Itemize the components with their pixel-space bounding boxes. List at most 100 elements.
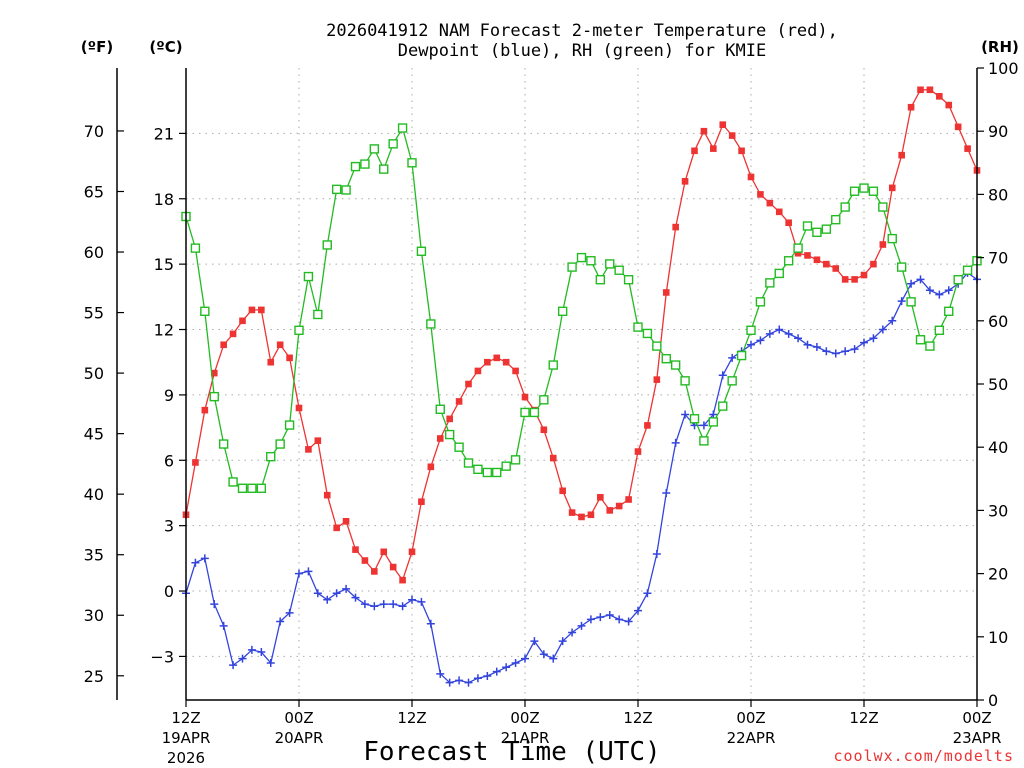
temperature-point — [719, 121, 727, 128]
celsius-tick-label: 6 — [164, 451, 174, 470]
rh-point — [388, 139, 398, 149]
dewpoint-point — [351, 593, 360, 602]
dewpoint-point — [634, 606, 642, 615]
temperature-point — [286, 354, 293, 362]
dewpoint-point — [831, 349, 840, 358]
dewpoint-point — [389, 600, 398, 609]
rh-point — [576, 252, 587, 263]
temperature-point — [352, 546, 359, 553]
dewpoint-point — [408, 595, 416, 604]
temperature-point — [248, 306, 256, 314]
time-tick-hour: 12Z — [397, 709, 426, 727]
temperature-point — [239, 317, 246, 325]
dewpoint-point — [257, 648, 266, 657]
dewpoint-point — [624, 617, 633, 626]
dewpoint-point — [681, 410, 690, 419]
temperature-point — [662, 289, 670, 296]
dewpoint-point — [944, 286, 953, 295]
rh-point — [718, 401, 728, 411]
temperature-point — [794, 249, 802, 257]
dewpoint-point — [558, 637, 567, 646]
rh-point — [736, 350, 747, 361]
dewpoint-point — [502, 663, 511, 672]
temperature-point — [728, 132, 736, 139]
rh-tick-label: 90 — [988, 122, 1008, 141]
fahrenheit-tick-label: 65 — [84, 182, 104, 201]
dewpoint-point — [323, 595, 332, 604]
rh-point — [397, 123, 408, 133]
rh-point — [915, 335, 926, 345]
temperature-point — [229, 330, 237, 338]
rh-point — [350, 161, 361, 172]
rh-tick-label: 70 — [988, 249, 1008, 268]
dewpoint-point — [455, 676, 464, 685]
time-tick-hour: 12Z — [171, 709, 200, 727]
rh-point — [407, 158, 417, 168]
temperature-point — [898, 151, 905, 159]
rh-point — [482, 467, 493, 478]
rh-point — [652, 341, 662, 351]
temperature-point — [484, 358, 491, 366]
dewpoint-point — [219, 621, 228, 630]
rh-point — [661, 354, 671, 364]
rh-point — [586, 256, 596, 266]
rh-tick-label: 40 — [988, 438, 1008, 457]
dewpoint-point — [615, 615, 624, 624]
dewpoint-point — [747, 340, 755, 349]
rh-axis-label: (RH) — [981, 38, 1019, 56]
dewpoint-point — [247, 645, 256, 654]
rh-point — [435, 404, 445, 414]
dewpoint-point — [426, 619, 435, 628]
time-tick-hour: 00Z — [510, 709, 539, 727]
rh-point — [303, 271, 314, 282]
fahrenheit-tick-label: 45 — [84, 425, 104, 444]
dewpoint-point — [765, 329, 774, 338]
dewpoint-point — [332, 589, 341, 598]
dewpoint-point — [417, 597, 426, 606]
dewpoint-point — [464, 678, 473, 687]
time-tick-hour: 00Z — [962, 709, 991, 727]
dewpoint-point — [596, 613, 605, 622]
rh-point — [614, 265, 624, 275]
rh-point — [444, 429, 455, 440]
temperature-point — [841, 276, 849, 283]
rh-point — [341, 185, 351, 195]
rh-point — [209, 391, 219, 402]
dewpoint-point — [342, 584, 351, 593]
temperature-point — [710, 145, 717, 152]
temperature-point — [568, 509, 576, 516]
rh-series — [181, 123, 982, 493]
temperature-point — [521, 393, 529, 401]
rh-point — [840, 202, 850, 212]
temperature-point — [757, 191, 764, 198]
dewpoint-point — [878, 325, 887, 334]
temperature-point — [672, 223, 679, 231]
dewpoint-point — [210, 600, 219, 609]
temperature-point — [936, 93, 943, 100]
dewpoint-point — [643, 589, 652, 598]
temperature-point — [775, 208, 783, 216]
time-tick-date: 23APR — [953, 729, 1002, 747]
dewpoint-point — [662, 488, 671, 497]
dewpoint-point — [652, 549, 661, 558]
temperature-point — [276, 341, 284, 349]
rh-point — [906, 297, 916, 307]
temperature-point — [653, 376, 661, 383]
rh-point — [887, 233, 897, 244]
rh-point — [802, 221, 813, 231]
rh-point — [529, 407, 540, 418]
temperature-point — [323, 491, 331, 499]
rh-point — [821, 224, 832, 234]
rh-point — [670, 360, 681, 370]
dewpoint-point — [549, 654, 558, 663]
dewpoint-point — [285, 608, 294, 617]
temperature-point — [644, 422, 651, 429]
temperature-point — [559, 487, 566, 495]
dewpoint-point — [577, 621, 586, 630]
rh-point — [369, 144, 380, 154]
dewpoint-point — [295, 569, 303, 578]
time-tick-date: 22APR — [727, 729, 776, 747]
rh-point — [256, 483, 267, 493]
rh-point — [746, 325, 756, 335]
temperature-point — [474, 367, 482, 375]
